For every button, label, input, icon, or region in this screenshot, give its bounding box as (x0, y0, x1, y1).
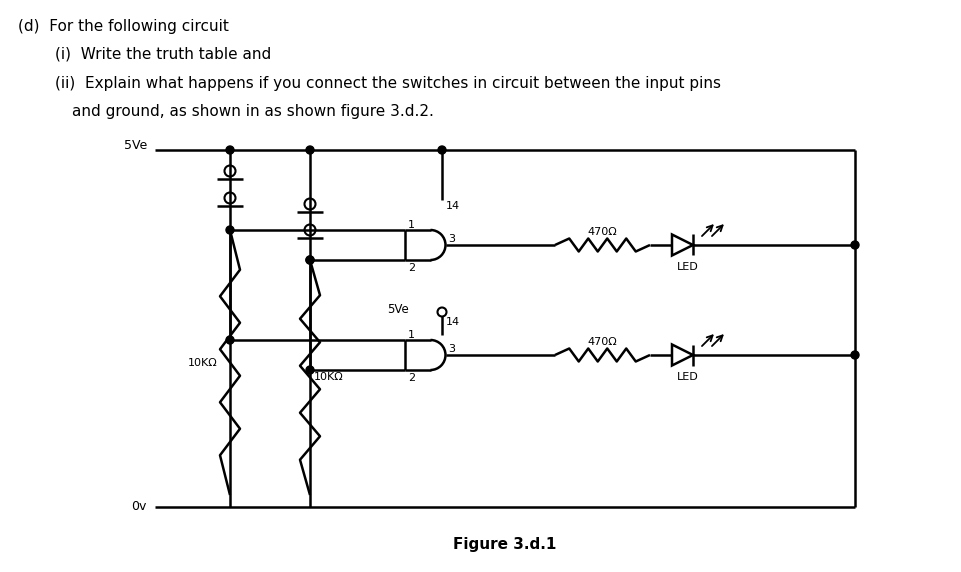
Text: LED: LED (676, 372, 698, 383)
Text: (d)  For the following circuit: (d) For the following circuit (18, 19, 229, 34)
Circle shape (850, 351, 858, 359)
Text: 1: 1 (407, 330, 414, 340)
Text: and ground, as shown in as shown figure 3.d.2.: and ground, as shown in as shown figure … (72, 105, 433, 120)
Circle shape (306, 146, 313, 154)
Text: LED: LED (676, 263, 698, 272)
Circle shape (437, 146, 446, 154)
Circle shape (850, 241, 858, 249)
Text: 3: 3 (448, 344, 455, 354)
Text: 5Ve: 5Ve (124, 140, 147, 153)
Text: (i)  Write the truth table and: (i) Write the truth table and (55, 46, 271, 62)
Circle shape (226, 226, 234, 234)
Circle shape (306, 366, 313, 374)
Circle shape (226, 336, 234, 344)
Text: 2: 2 (407, 263, 415, 273)
Text: 14: 14 (446, 317, 459, 327)
Text: Figure 3.d.1: Figure 3.d.1 (453, 537, 556, 551)
Text: 14: 14 (446, 201, 459, 211)
Text: 470Ω: 470Ω (587, 227, 617, 237)
Text: 10KΩ: 10KΩ (188, 358, 218, 367)
Circle shape (306, 256, 313, 264)
Text: 1: 1 (407, 220, 414, 230)
Text: 3: 3 (448, 234, 455, 244)
Text: 10KΩ: 10KΩ (313, 372, 343, 383)
Circle shape (306, 256, 313, 264)
Text: 2: 2 (407, 373, 415, 383)
Text: 470Ω: 470Ω (587, 337, 617, 347)
Text: 0v: 0v (132, 500, 147, 514)
Text: 5Ve: 5Ve (386, 304, 408, 316)
Circle shape (226, 146, 234, 154)
Text: (ii)  Explain what happens if you connect the switches in circuit between the in: (ii) Explain what happens if you connect… (55, 77, 720, 92)
